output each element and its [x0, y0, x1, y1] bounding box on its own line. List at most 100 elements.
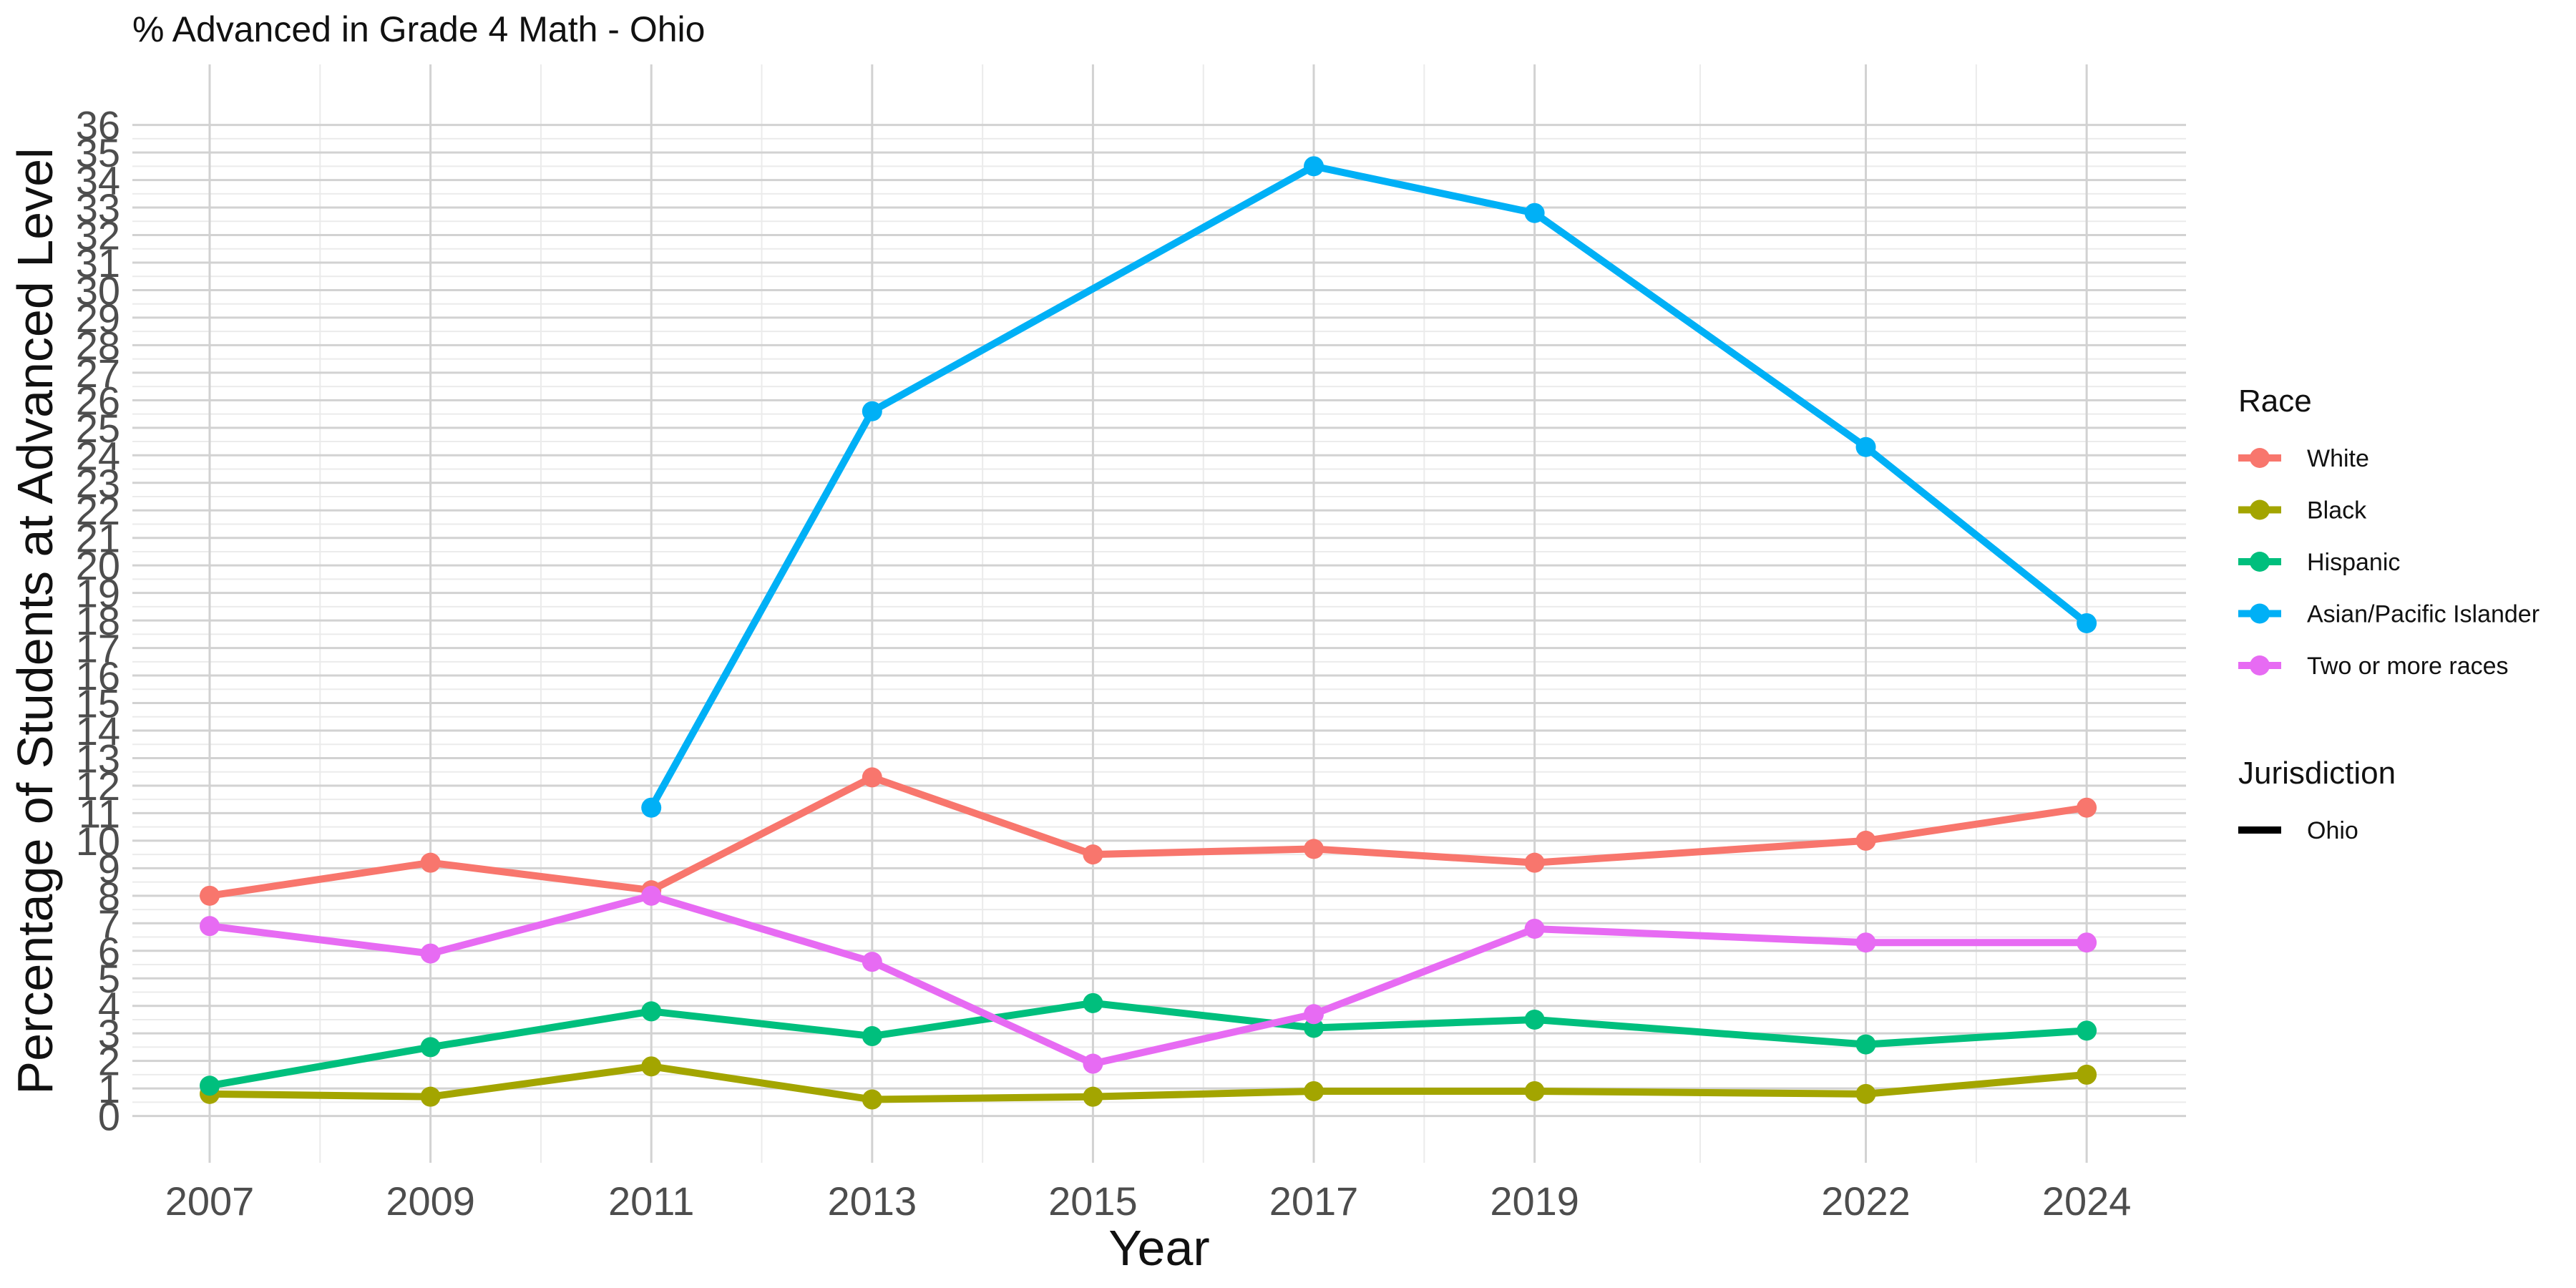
data-point-hispanic	[862, 1026, 882, 1047]
y-tick-label: 7	[98, 901, 120, 946]
series-line-asian-pacific-islander	[648, 162, 2091, 811]
x-tick-label: 2024	[2042, 1179, 2132, 1224]
series-lines	[206, 162, 2091, 1103]
y-tick-label: 22	[76, 488, 120, 533]
legend-label: Asian/Pacific Islander	[2307, 601, 2540, 628]
data-point-asian-pacific-islander	[641, 797, 662, 818]
data-point-hispanic	[1855, 1034, 1876, 1055]
data-point-white	[2077, 797, 2097, 818]
series-line-hispanic	[206, 999, 2091, 1090]
x-tick-label: 2011	[608, 1179, 694, 1224]
data-point-two-or-more-races	[1524, 918, 1545, 939]
legend: Race White Black Hispanic Asian/Pacific Isla…	[2238, 384, 2540, 844]
y-tick-label: 5	[98, 956, 120, 1001]
data-point-two-or-more-races	[2077, 932, 2097, 953]
data-point-two-or-more-races	[862, 952, 882, 972]
chart-title: % Advanced in Grade 4 Math - Ohio	[132, 9, 705, 49]
legend-key-point	[2250, 499, 2270, 520]
x-tick-label: 2013	[828, 1179, 917, 1224]
y-tick-label: 12	[76, 763, 120, 809]
y-tick-label: 19	[76, 571, 120, 616]
data-point-asian-pacific-islander	[862, 401, 882, 421]
legend-title-jurisdiction: Jurisdiction	[2238, 756, 2396, 791]
x-tick-label: 2022	[1821, 1179, 1911, 1224]
data-point-white	[1524, 852, 1545, 873]
y-tick-label: 31	[76, 240, 120, 286]
y-tick-label: 21	[76, 516, 120, 561]
data-point-asian-pacific-islander	[1304, 156, 1324, 177]
y-tick-label: 32	[76, 213, 120, 258]
data-point-asian-pacific-islander	[1524, 203, 1545, 223]
series-points	[200, 156, 2097, 1110]
y-tick-label: 36	[76, 103, 120, 148]
data-point-black	[420, 1086, 441, 1107]
y-tick-label: 15	[76, 681, 120, 726]
y-tick-label: 34	[76, 158, 120, 203]
data-point-white	[420, 852, 441, 873]
data-point-black	[862, 1089, 882, 1110]
y-tick-label: 20	[76, 543, 120, 588]
y-axis-ticks: 0123456789101112131415161718192021222324…	[76, 103, 120, 1139]
y-tick-label: 9	[98, 846, 120, 891]
y-tick-label: 28	[76, 323, 120, 368]
data-point-two-or-more-races	[641, 885, 662, 906]
y-tick-label: 30	[76, 268, 120, 313]
y-tick-label: 8	[98, 874, 120, 919]
legend-label: Ohio	[2307, 817, 2358, 844]
data-point-black	[1083, 1086, 1103, 1107]
legend-label: White	[2307, 445, 2369, 472]
series-line-white	[206, 774, 2091, 899]
y-tick-label: 35	[76, 130, 120, 175]
y-tick-label: 6	[98, 929, 120, 974]
y-tick-label: 10	[76, 819, 120, 864]
y-tick-label: 2	[98, 1039, 120, 1084]
data-point-black	[1304, 1080, 1324, 1101]
legend-key-point	[2250, 552, 2270, 572]
x-tick-label: 2009	[386, 1179, 475, 1224]
data-point-asian-pacific-islander	[1855, 436, 1876, 457]
data-point-hispanic	[420, 1037, 441, 1058]
y-tick-label: 3	[98, 1011, 120, 1056]
legend-label: Two or more races	[2307, 653, 2509, 680]
y-tick-label: 16	[76, 653, 120, 698]
y-tick-label: 0	[98, 1094, 120, 1139]
data-point-two-or-more-races	[1083, 1053, 1103, 1074]
y-tick-label: 13	[76, 736, 120, 781]
data-point-white	[862, 767, 882, 788]
legend-title-race: Race	[2238, 384, 2312, 419]
data-point-white	[1083, 844, 1103, 865]
y-tick-label: 14	[76, 708, 120, 753]
x-axis-ticks: 2007 2009 2011 2013 2015 2017 2019 2022 2024	[165, 1179, 2132, 1224]
x-tick-label: 2015	[1048, 1179, 1138, 1224]
y-tick-label: 29	[76, 296, 120, 341]
data-point-hispanic	[1524, 1009, 1545, 1030]
x-axis-title: Year	[1108, 1220, 1209, 1276]
legend-label: Black	[2307, 497, 2367, 525]
data-point-hispanic	[1083, 992, 1103, 1013]
y-tick-label: 26	[76, 378, 120, 423]
y-tick-label: 23	[76, 461, 120, 506]
legend-key-point	[2250, 448, 2270, 468]
x-tick-label: 2007	[165, 1179, 255, 1224]
x-tick-label: 2019	[1490, 1179, 1579, 1224]
legend-label: Hispanic	[2307, 549, 2400, 576]
data-point-two-or-more-races	[1855, 932, 1876, 953]
data-point-hispanic	[1304, 1018, 1324, 1038]
data-point-hispanic	[2077, 1020, 2097, 1041]
y-tick-label: 18	[76, 598, 120, 643]
y-tick-label: 27	[76, 351, 120, 396]
data-point-two-or-more-races	[420, 943, 441, 964]
y-tick-label: 25	[76, 406, 120, 451]
x-tick-label: 2017	[1269, 1179, 1359, 1224]
data-point-asian-pacific-islander	[2077, 613, 2097, 633]
grid-lines	[132, 64, 2186, 1163]
data-point-two-or-more-races	[1304, 1004, 1324, 1025]
data-point-black	[641, 1056, 662, 1077]
data-point-black	[2077, 1064, 2097, 1085]
data-point-black	[1855, 1083, 1876, 1104]
data-point-white	[1855, 830, 1876, 851]
data-point-hispanic	[641, 1001, 662, 1022]
series-line-black	[206, 1063, 2091, 1103]
data-point-black	[1524, 1080, 1545, 1101]
